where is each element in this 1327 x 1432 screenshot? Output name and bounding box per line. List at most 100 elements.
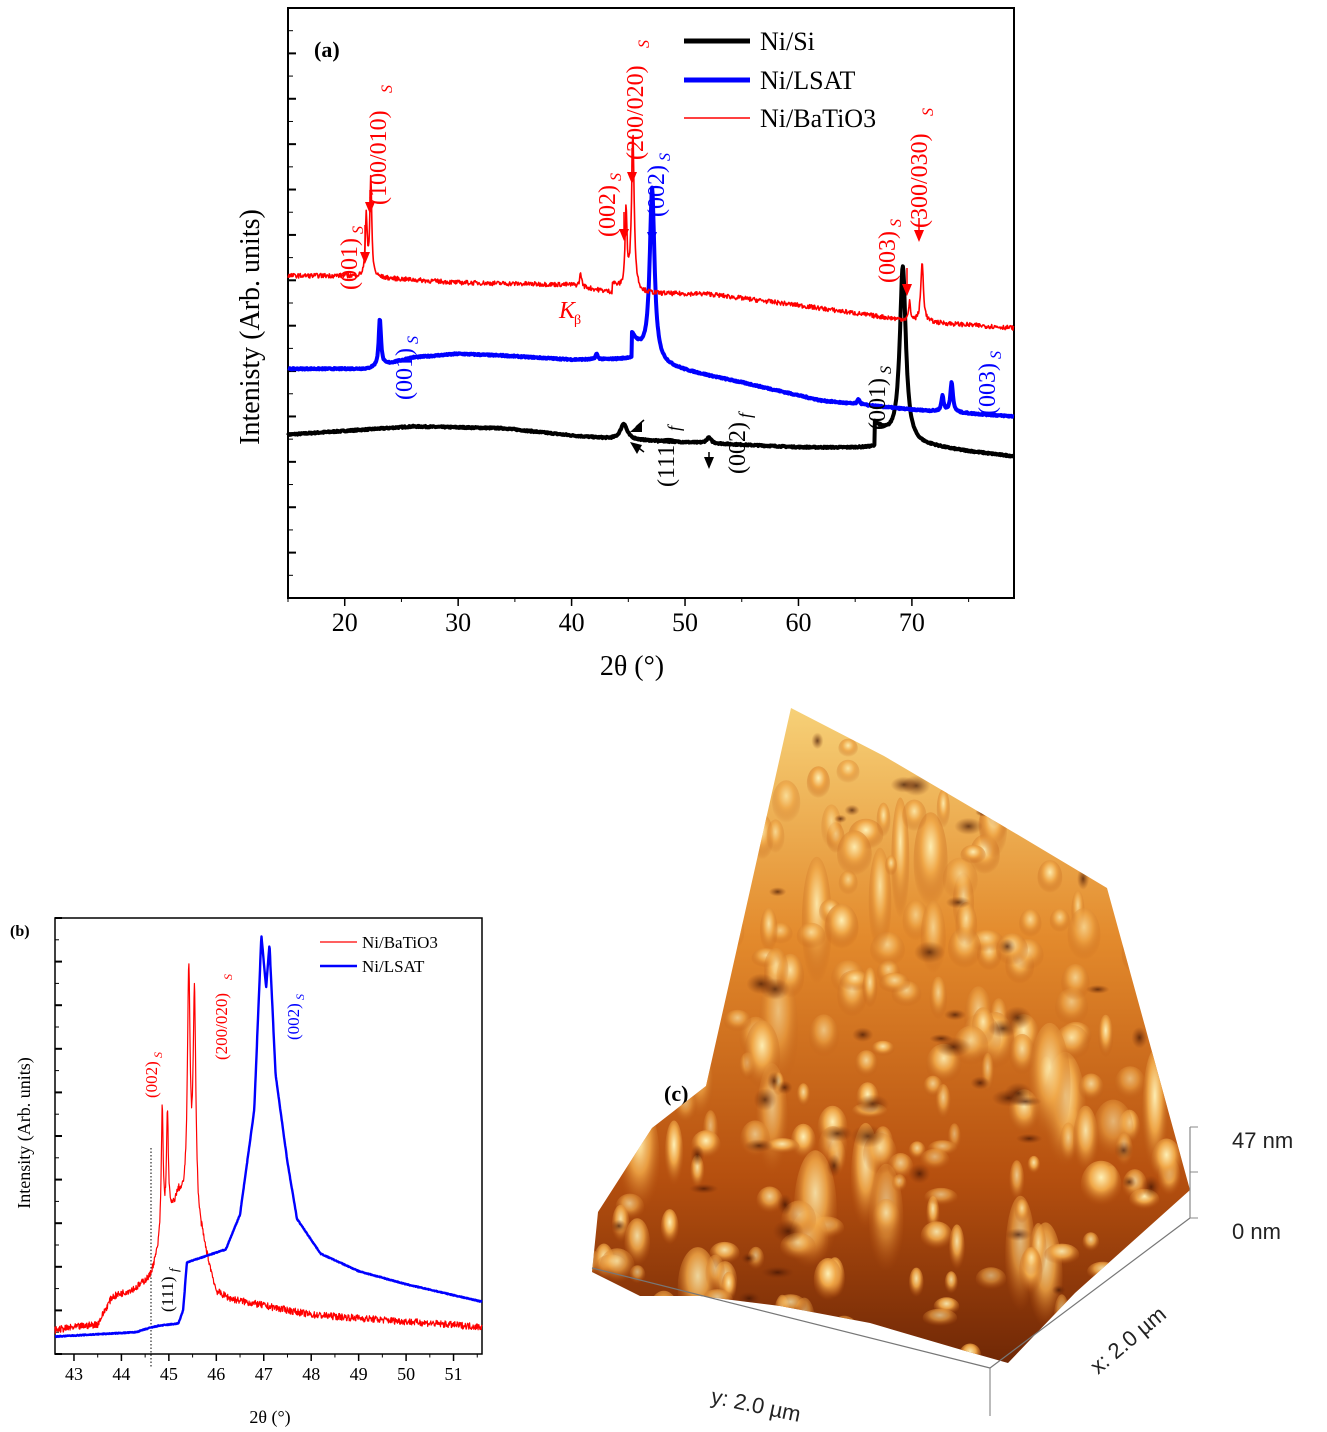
afm-peak (603, 916, 622, 935)
annotation-text: (002) (595, 185, 621, 237)
panel-a: 20 30 40 50 60 70 (a) 2θ (°) Intenisty (Arb. … (235, 7, 1016, 682)
afm-peak (945, 708, 974, 738)
panel-c-label: (c) (664, 1081, 688, 1106)
afm-pit (737, 1291, 761, 1306)
afm-pit (834, 814, 847, 823)
panel-a-label: (a) (314, 37, 340, 62)
afm-pit (1119, 738, 1147, 758)
x-tick-label: 49 (350, 1364, 368, 1384)
annotation-text: (001) (865, 378, 891, 430)
panel-b-legend: Ni/BaTiO3 Ni/LSAT (320, 933, 438, 976)
afm-pit (908, 1163, 931, 1184)
annotation-300-030s-batio3: (300/030) S (907, 108, 937, 228)
afm-y-axis-line (591, 1267, 991, 1369)
afm-peak (1145, 749, 1177, 876)
afm-peak (958, 711, 979, 751)
afm-peak (726, 708, 760, 747)
afm-peak (806, 766, 831, 800)
afm-peak (1138, 922, 1163, 950)
afm-peak (955, 902, 978, 949)
afm-peak (1073, 1105, 1099, 1176)
afm-pit (1139, 819, 1176, 831)
afm-peak (1009, 1033, 1035, 1077)
afm-peak (1027, 1155, 1041, 1175)
annotation-002s-lsat: (002) S (644, 153, 674, 217)
afm-pit (690, 909, 723, 928)
afm-peak (1009, 1160, 1025, 1203)
afm-pit (826, 1154, 842, 1178)
annotation-subscript: S (350, 226, 367, 234)
afm-pit (772, 1219, 804, 1244)
afm-peak (718, 745, 732, 766)
afm-pit (1088, 855, 1116, 874)
panel-a-legend: Ni/Si Ni/LSAT Ni/BaTiO3 (684, 27, 876, 133)
afm-peak (619, 809, 636, 845)
afm-peak (1141, 1259, 1169, 1294)
panel-b: 43 44 45 46 47 48 49 50 51 (b) 2θ (°) Intensity … (10, 917, 483, 1428)
afm-peak (637, 758, 673, 778)
afm-peak (1121, 932, 1149, 976)
x-tick-label: 40 (559, 608, 585, 637)
afm-pit (746, 973, 776, 995)
panel-a-arrows (360, 148, 924, 469)
afm-peak (670, 971, 690, 1005)
afm-pit (1131, 1026, 1148, 1049)
afm-pit (629, 1295, 652, 1308)
afm-pit (945, 896, 971, 909)
panel-a-x-ticks: 20 30 40 50 60 70 (287, 598, 970, 637)
annotation-text: (001) (337, 238, 363, 290)
afm-pit (844, 804, 860, 816)
x-tick-label: 70 (899, 608, 925, 637)
annotation-subscript: β (574, 313, 581, 328)
annotation-001s-batio3: (001) S (337, 226, 367, 290)
afm-peak (808, 1014, 839, 1059)
afm-pit (657, 932, 674, 954)
afm-peak (960, 844, 986, 865)
annotation-text: (002) (142, 1061, 161, 1098)
afm-peak (923, 1075, 943, 1099)
afm-x-axis-label: x: 2.0 µm (1085, 1301, 1171, 1379)
afm-peak (837, 830, 872, 878)
afm-peak (1014, 1199, 1029, 1225)
afm-pit (970, 1076, 990, 1090)
annotation-text: (111) (158, 1276, 177, 1312)
annotation-text: (300/030) (907, 133, 933, 228)
afm-peak (975, 1267, 1007, 1291)
afm-peak (1144, 1016, 1174, 1039)
afm-pit (995, 804, 1016, 825)
afm-pit (811, 732, 824, 750)
afm-peak (891, 797, 910, 925)
afm-pit (753, 1088, 777, 1111)
afm-peak (872, 1198, 900, 1239)
x-tick-label: 60 (785, 608, 811, 637)
annotation-002s-lsat: (002) S (284, 994, 307, 1040)
afm-pit (610, 1219, 627, 1233)
panel-b-frame (54, 917, 483, 1355)
annotation-text: (002) (644, 165, 670, 217)
annotation-subscript: S (221, 974, 235, 980)
afm-peak (821, 804, 842, 851)
afm-peak (836, 759, 860, 785)
afm-peak (1128, 708, 1155, 798)
annotation-200-020s-batio3: (200/020) S (212, 974, 235, 1060)
annotation-text: (111) (654, 437, 680, 487)
afm-peak (1163, 1257, 1190, 1295)
afm-peak (599, 1248, 635, 1285)
annotation-subscript: S (657, 153, 674, 161)
afm-peak (871, 1040, 895, 1057)
afm-peak (949, 1224, 965, 1272)
afm-peak (698, 779, 714, 813)
afm-peak (944, 1271, 958, 1295)
afm-peak (1136, 709, 1164, 751)
afm-peak (876, 802, 891, 839)
panel-a-y-ticks (288, 7, 296, 599)
afm-peak (920, 1148, 950, 1172)
afm-peak (1176, 1349, 1190, 1363)
afm-z-min-label: 0 nm (1232, 1219, 1281, 1244)
afm-pit (1046, 754, 1071, 777)
afm-peak (1049, 908, 1070, 934)
panel-b-y-axis-label: Intensity (Arb. units) (14, 1057, 35, 1208)
afm-peak (1116, 716, 1144, 740)
afm-pit (1122, 1175, 1137, 1189)
afm-pit (592, 846, 619, 862)
